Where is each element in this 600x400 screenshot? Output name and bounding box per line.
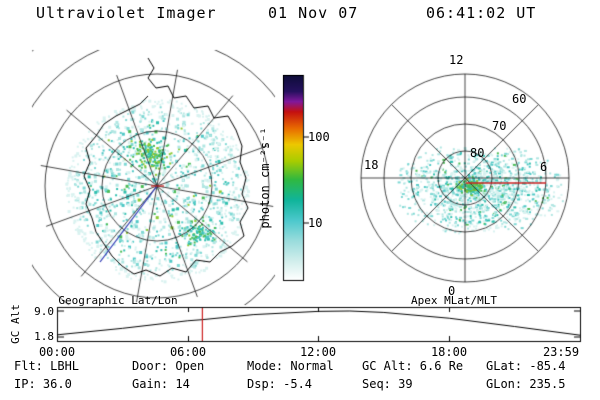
xtick-1800: 18:00 [430, 345, 468, 359]
mlt-18-label: 18 [364, 158, 379, 172]
status-dsp: Dsp: -5.4 [247, 377, 313, 391]
mlat-60-label: 60 [512, 92, 527, 106]
date-label: 01 Nov 07 [268, 4, 359, 22]
ytick-9: 9.0 [34, 305, 54, 318]
mlat-80-label: 80 [470, 146, 485, 160]
colorbar-axis-label: photon cm⁻²s⁻¹ [258, 127, 272, 229]
app-title: Ultraviolet Imager [36, 4, 217, 22]
status-door: Door: Open [132, 359, 205, 373]
apex-caption: Apex MLat/MLT [410, 294, 498, 307]
status-seq: Seq: 39 [362, 377, 413, 391]
xtick-2359: 23:59 [542, 345, 580, 359]
colorbar-tick-100: 100 [308, 130, 330, 144]
mlt-6-label: 6 [540, 160, 548, 174]
timeline-ylabel: GC Alt [9, 304, 22, 344]
status-gain: Gain: 14 [132, 377, 190, 391]
status-gc-alt: GC Alt: 6.6 Re [362, 359, 464, 373]
ytick-1-8: 1.8 [34, 330, 54, 343]
status-mode: Mode: Normal [247, 359, 334, 373]
mlt-12-label: 12 [449, 53, 464, 67]
xtick-1200: 12:00 [299, 345, 337, 359]
colorbar-tick-10: 10 [308, 216, 323, 230]
xtick-0600: 06:00 [169, 345, 207, 359]
status-glat: GLat: -85.4 [486, 359, 566, 373]
mlat-70-label: 70 [492, 119, 507, 133]
status-flt: Flt: LBHL [14, 359, 80, 373]
xtick-0000: 00:00 [38, 345, 76, 359]
status-glon: GLon: 235.5 [486, 377, 566, 391]
time-label: 06:41:02 UT [426, 4, 537, 22]
mlt-0-label: 0 [448, 284, 456, 298]
geographic-caption: Geographic Lat/Lon [58, 294, 178, 307]
status-ip: IP: 36.0 [14, 377, 72, 391]
